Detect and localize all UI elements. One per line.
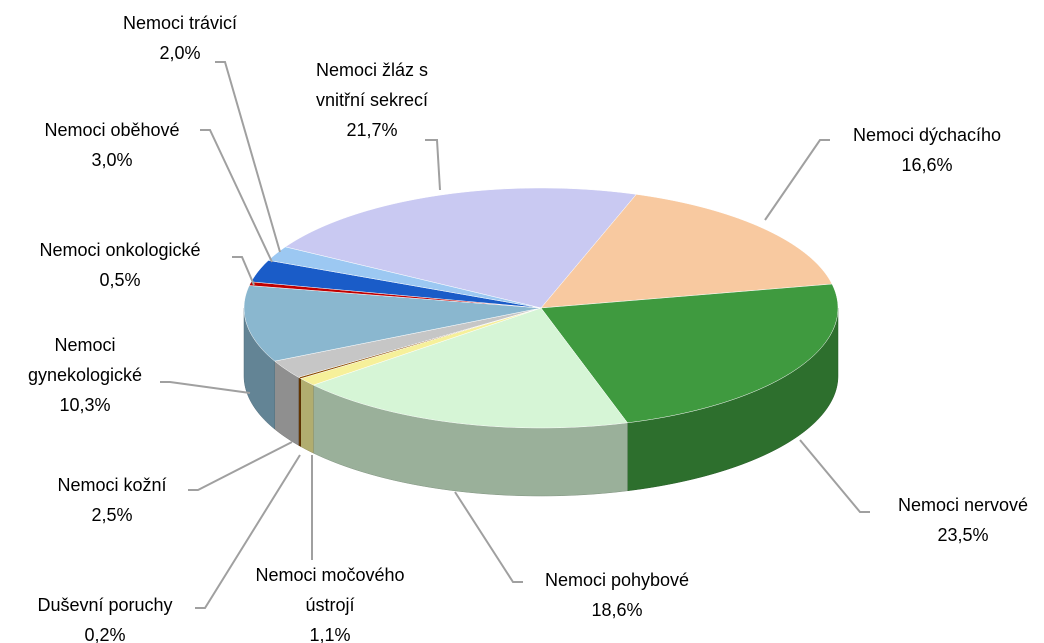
value-label: 23,5%: [937, 525, 989, 545]
slice-label: Nemoci kožní 2,5%: [12, 470, 212, 530]
slice-label: Nemoci oběhové 3,0%: [12, 115, 212, 175]
slice-label: Nemoci dýchacího 16,6%: [827, 120, 1027, 180]
slice-label: Nemoci žláz s vnitřní sekrecí 21,7%: [292, 55, 452, 145]
slice: [540, 194, 833, 309]
value-label: 2,5%: [91, 505, 133, 525]
value-label: 3,0%: [91, 150, 133, 170]
value-label: 0,5%: [99, 270, 141, 290]
category-label: Duševní poruchy: [37, 595, 173, 615]
slice: [312, 307, 628, 429]
value-label: 21,7%: [346, 120, 398, 140]
slice: [284, 187, 637, 309]
slice: [274, 307, 542, 378]
slice-label: Nemoci močového ústrojí 1,1%: [230, 560, 430, 643]
value-label: 2,0%: [159, 43, 201, 63]
value-label: 18,6%: [591, 600, 643, 620]
category-label: Nemoci dýchacího: [852, 125, 1002, 145]
category-label: Nemoci pohybové: [544, 570, 690, 590]
category-label: Nemoci kožní: [57, 475, 167, 495]
slice: [243, 285, 542, 362]
slice-label: Nemoci trávicí 2,0%: [80, 8, 280, 68]
slice-side: [300, 378, 314, 454]
category-label: Nemoci žláz s vnitřní sekrecí: [315, 60, 429, 110]
category-label: Nemoci močového ústrojí: [255, 565, 405, 615]
slice-label: Nemoci nervové 23,5%: [863, 490, 1044, 550]
value-label: 1,1%: [309, 625, 351, 643]
category-label: Nemoci onkologické: [39, 240, 201, 260]
category-label: Nemoci nervové: [897, 495, 1029, 515]
slice-label: Duševní poruchy 0,2%: [5, 590, 205, 643]
value-label: 10,3%: [59, 395, 111, 415]
slice-label: Nemoci onkologické 0,5%: [5, 235, 235, 295]
category-label: Nemoci trávicí: [122, 13, 238, 33]
slice-label: Nemoci gynekologické 10,3%: [15, 330, 155, 420]
leader-lines: [160, 61, 870, 609]
category-label: Nemoci gynekologické: [27, 335, 143, 385]
slice-label: Nemoci pohybové 18,6%: [517, 565, 717, 625]
slice: [540, 283, 839, 424]
category-label: Nemoci oběhové: [44, 120, 180, 140]
value-label: 16,6%: [901, 155, 953, 175]
value-label: 0,2%: [84, 625, 126, 643]
slice-side: [298, 376, 301, 447]
